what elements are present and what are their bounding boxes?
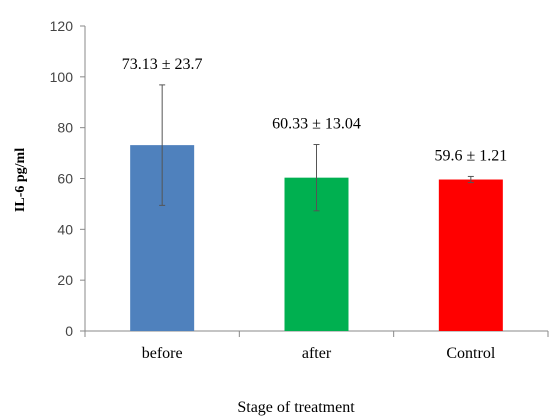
y-tick-label: 40	[57, 221, 73, 237]
y-axis-title: IL-6 pg/ml	[13, 148, 28, 212]
x-category-label: before	[142, 345, 183, 362]
y-tick-label: 60	[57, 171, 73, 187]
data-label: 59.6 ± 1.21	[434, 147, 507, 164]
data-label: 60.33 ± 13.04	[272, 116, 361, 133]
y-axis: 0 20 40 60 80 100 120	[50, 18, 86, 339]
data-label: 73.13 ± 23.7	[122, 56, 203, 73]
x-axis: before after Control	[84, 330, 549, 362]
y-tick-label: 0	[65, 323, 73, 339]
y-tick-label: 20	[57, 272, 73, 288]
y-tick-label: 80	[57, 120, 73, 136]
x-category-label: Control	[446, 345, 495, 362]
bar-control	[438, 179, 503, 331]
x-axis-title: Stage of treatment	[237, 399, 355, 416]
x-category-label: after	[302, 345, 332, 362]
y-tick-label: 100	[50, 69, 74, 85]
data-labels-group: 73.13 ± 23.7 60.33 ± 13.04 59.6 ± 1.21	[122, 56, 507, 165]
error-bars-group	[159, 84, 474, 212]
bars-group	[130, 145, 503, 331]
y-tick-label: 120	[50, 18, 74, 34]
